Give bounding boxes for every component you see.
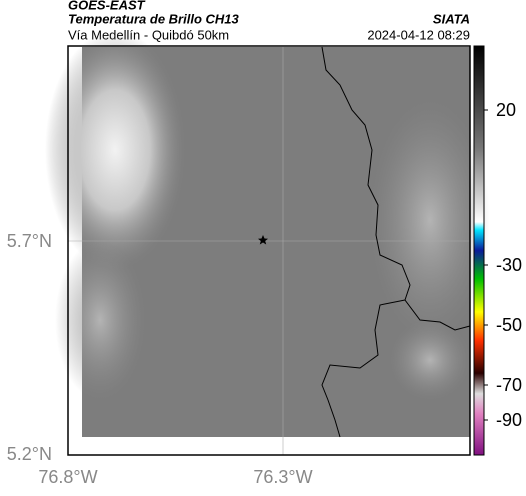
colorbar-label: 20 [496,100,516,120]
cloud [390,320,470,400]
border [321,299,406,438]
source: GOES-EAST [68,0,146,12]
cloud [45,30,185,270]
title: Temperatura de Brillo CH13 [68,11,240,26]
lon-label: 76.8°W [38,467,97,487]
colorbar [473,45,485,456]
lon-label: 76.3°W [253,467,312,487]
datetime: 2024-04-12 08:29 [367,27,470,42]
map-frame [67,45,471,456]
lat-label: 5.7°N [7,231,52,251]
colorbar-ticks [484,109,488,421]
colorbar-label: -90 [496,410,522,430]
colorbar-label: -30 [496,255,522,275]
border [321,46,471,331]
cloud [370,100,490,340]
cloud [55,240,145,400]
location-marker [258,235,268,245]
agency: SIATA [433,11,470,26]
lat-label: 5.2°N [7,444,52,464]
colorbar-label: -50 [496,315,522,335]
colorbar-label: -70 [496,375,522,395]
